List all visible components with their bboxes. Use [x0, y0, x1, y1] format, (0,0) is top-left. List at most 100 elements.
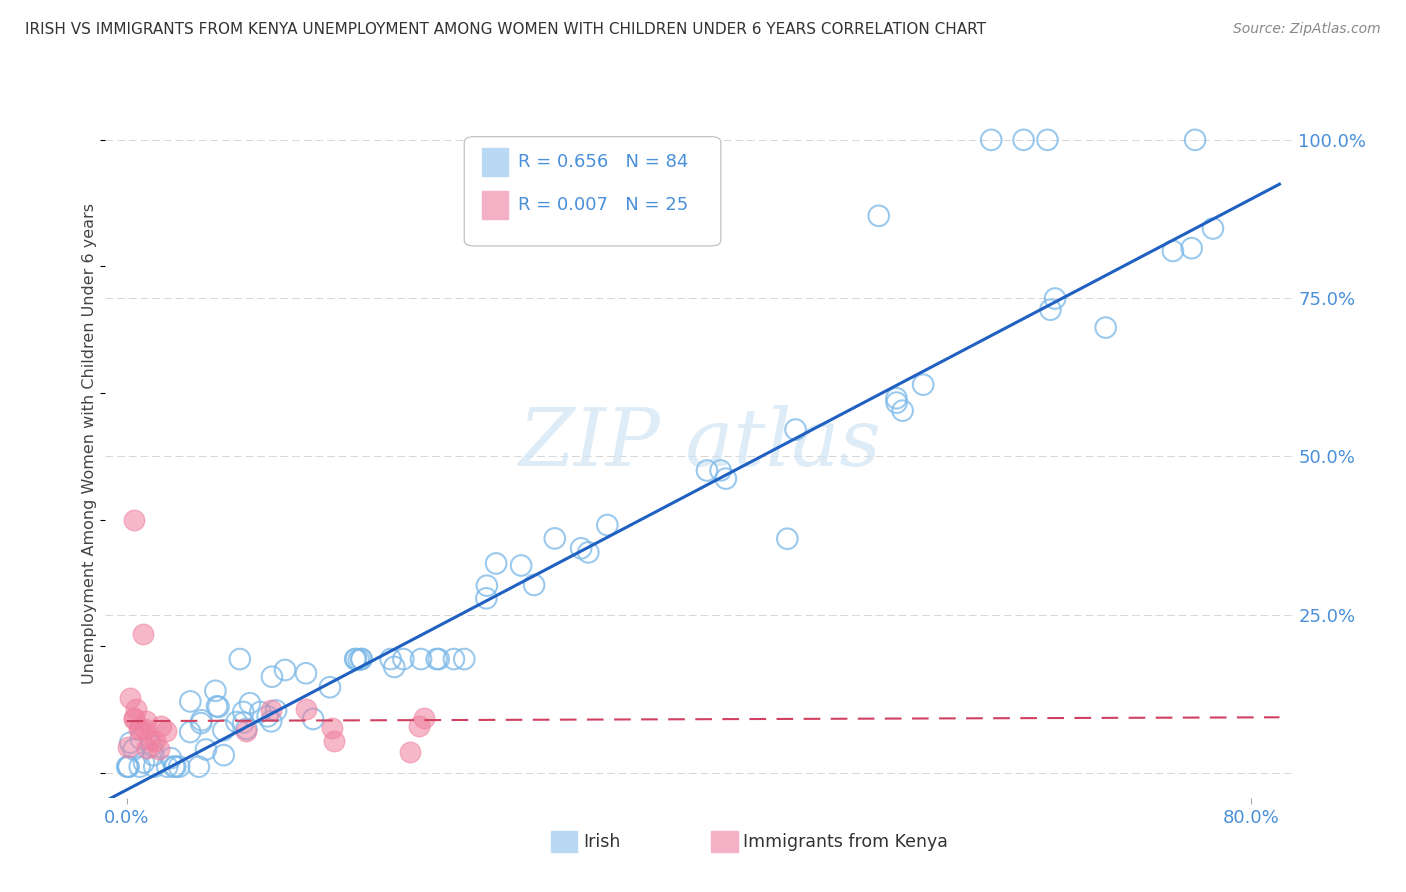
Text: Source: ZipAtlas.com: Source: ZipAtlas.com — [1233, 22, 1381, 37]
Point — [886, 395, 908, 409]
Point — [179, 725, 201, 739]
Point — [523, 578, 546, 592]
Point — [190, 716, 212, 731]
Point — [167, 760, 190, 774]
Point — [117, 760, 139, 774]
Point — [120, 736, 142, 750]
Point — [187, 760, 209, 774]
Point — [1184, 133, 1206, 147]
FancyBboxPatch shape — [464, 136, 721, 246]
Point — [350, 652, 373, 666]
Point — [453, 652, 475, 666]
Point — [148, 742, 170, 756]
Point — [1039, 302, 1062, 317]
Point — [128, 722, 150, 736]
Point — [776, 532, 799, 546]
Point — [891, 403, 914, 417]
Point — [485, 557, 508, 571]
Point — [714, 472, 737, 486]
Point — [190, 713, 212, 727]
Point — [135, 714, 157, 728]
Point — [160, 751, 183, 765]
Point — [212, 723, 235, 738]
Point — [179, 694, 201, 708]
Point — [709, 463, 731, 477]
Point — [122, 513, 145, 527]
Point — [115, 760, 138, 774]
Point — [249, 705, 271, 719]
Point — [347, 653, 370, 667]
Point — [125, 702, 148, 716]
Point — [117, 740, 139, 755]
Point — [264, 703, 287, 717]
Point — [321, 721, 343, 735]
Point — [142, 748, 165, 763]
Text: Immigrants from Kenya: Immigrants from Kenya — [744, 832, 948, 851]
Point — [576, 545, 599, 559]
Point — [225, 714, 247, 729]
Point — [1036, 133, 1059, 147]
Point — [232, 705, 254, 719]
Point — [980, 133, 1002, 147]
Point — [163, 760, 186, 774]
Point — [232, 715, 254, 730]
Text: R = 0.656   N = 84: R = 0.656 N = 84 — [517, 153, 688, 171]
Point — [143, 734, 166, 748]
Point — [128, 760, 150, 774]
Y-axis label: Unemployment Among Women with Children Under 6 years: Unemployment Among Women with Children U… — [82, 203, 97, 684]
Point — [295, 666, 318, 681]
Point — [138, 732, 160, 747]
Point — [413, 711, 436, 725]
Point — [785, 423, 807, 437]
Point — [1202, 221, 1225, 235]
Point — [155, 724, 177, 739]
Point — [426, 652, 449, 666]
Point — [1043, 292, 1066, 306]
Point — [132, 626, 155, 640]
Point — [141, 739, 163, 753]
Point — [150, 719, 173, 733]
Point — [129, 731, 152, 746]
Point — [596, 518, 619, 533]
Point — [408, 719, 430, 733]
Point — [134, 723, 156, 737]
Point — [1181, 241, 1204, 255]
Point — [235, 722, 257, 736]
Text: Irish: Irish — [583, 832, 620, 851]
Point — [319, 680, 342, 694]
Point — [132, 756, 155, 770]
FancyBboxPatch shape — [551, 831, 576, 852]
Point — [235, 724, 257, 739]
Point — [510, 558, 533, 573]
Point — [207, 699, 229, 714]
Point — [344, 652, 367, 666]
Point — [122, 742, 145, 756]
Point — [212, 748, 235, 763]
Point — [409, 652, 432, 666]
Point — [274, 663, 297, 677]
Point — [1161, 244, 1184, 258]
Point — [912, 377, 935, 392]
Point — [128, 722, 150, 736]
Point — [443, 652, 465, 666]
Point — [302, 712, 325, 726]
Point — [156, 760, 179, 774]
Point — [544, 532, 567, 546]
Point — [260, 703, 283, 717]
Point — [229, 652, 252, 666]
FancyBboxPatch shape — [482, 191, 508, 219]
Point — [886, 391, 908, 405]
Point — [239, 696, 262, 710]
Point — [194, 742, 217, 756]
Point — [1012, 133, 1035, 147]
Point — [696, 463, 718, 477]
Point — [260, 714, 283, 729]
Text: IRISH VS IMMIGRANTS FROM KENYA UNEMPLOYMENT AMONG WOMEN WITH CHILDREN UNDER 6 YE: IRISH VS IMMIGRANTS FROM KENYA UNEMPLOYM… — [25, 22, 986, 37]
FancyBboxPatch shape — [711, 831, 738, 852]
Point — [260, 670, 283, 684]
Point — [256, 709, 278, 723]
Point — [118, 691, 141, 706]
Point — [117, 760, 139, 774]
Point — [344, 652, 367, 666]
Point — [135, 741, 157, 756]
